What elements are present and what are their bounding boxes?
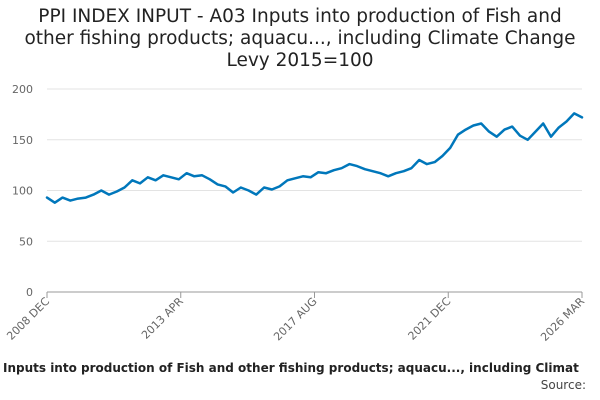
chart-title-line-2: other fishing products; aquacu..., inclu…	[24, 28, 576, 49]
chart-title-line-3: Levy 2015=100	[226, 50, 374, 71]
x-tick-label: 2008 DEC	[4, 295, 52, 343]
y-axis: 0 50 100 150 200	[12, 83, 33, 299]
y-tick-label: 100	[12, 185, 33, 198]
series-layer	[45, 112, 584, 204]
gridlines	[47, 88, 582, 293]
chart-title-line-1: PPI INDEX INPUT - A03 Inputs into produc…	[38, 6, 562, 27]
chart-caption: Inputs into production of Fish and other…	[3, 361, 579, 375]
x-tick-label: 2021 DEC	[406, 295, 454, 343]
x-tick-label: 2017 AUG	[271, 295, 320, 344]
series-line	[45, 112, 584, 204]
x-tick-label: 2013 APR	[139, 295, 186, 342]
y-tick-label: 0	[26, 286, 33, 299]
x-axis: 2008 DEC 2013 APR 2017 AUG 2021 DEC 2026 MAR	[4, 292, 587, 344]
y-tick-label: 150	[12, 134, 33, 147]
y-tick-label: 50	[19, 235, 33, 248]
source-label: Source:	[540, 378, 586, 392]
y-tick-label: 200	[12, 83, 33, 96]
chart-title: PPI INDEX INPUT - A03 Inputs into produc…	[0, 6, 600, 72]
x-tick-label: 2026 MAR	[538, 295, 587, 344]
